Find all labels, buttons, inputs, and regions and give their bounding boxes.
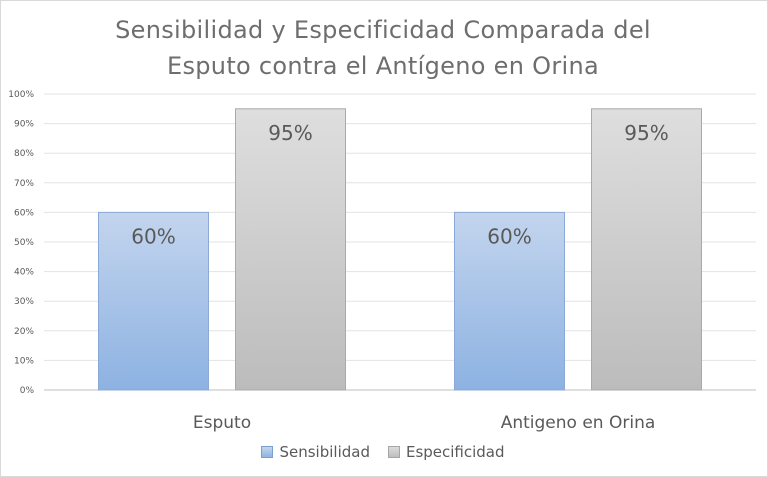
y-tick-label: 80% xyxy=(14,149,34,159)
y-tick-label: 50% xyxy=(14,238,34,248)
data-label: 95% xyxy=(624,121,668,145)
bar-sensibilidad-1 xyxy=(98,211,209,391)
y-tick-label: 30% xyxy=(14,297,34,307)
y-tick-label: 40% xyxy=(14,268,34,278)
data-label: 60% xyxy=(131,224,175,248)
x-axis: Esputo Antigeno en Orina xyxy=(193,413,655,433)
x-tick-label: Antigeno en Orina xyxy=(501,413,656,433)
legend-item-especificidad: Especificidad xyxy=(387,443,505,461)
y-tick-label: 90% xyxy=(14,120,34,130)
legend-item-sensibilidad: Sensibilidad xyxy=(261,443,370,461)
chart-title-line-1: Sensibilidad y Especificidad Comparada d… xyxy=(115,16,651,44)
y-axis: 0% 10% 20% 30% 40% 50% 60% 70% 80% 90% 100% xyxy=(8,90,34,396)
bar-especificidad-1 xyxy=(235,108,346,391)
bars: 60% 95% 60% 95% xyxy=(98,108,702,391)
legend-swatch-sensibilidad xyxy=(261,446,274,458)
y-tick-label: 100% xyxy=(8,90,34,100)
data-label: 60% xyxy=(487,224,531,248)
y-tick-label: 70% xyxy=(14,179,34,189)
x-tick-label: Esputo xyxy=(193,413,251,433)
y-tick-label: 10% xyxy=(14,356,34,366)
chart-title: Sensibilidad y Especificidad Comparada d… xyxy=(0,12,766,84)
chart-title-line-2: Esputo contra el Antígeno en Orina xyxy=(167,52,599,80)
legend: Sensibilidad Especificidad xyxy=(0,443,766,461)
bar-especificidad-2 xyxy=(591,108,702,391)
data-label: 95% xyxy=(268,121,312,145)
bar-sensibilidad-2 xyxy=(454,211,565,391)
y-tick-label: 0% xyxy=(20,386,35,396)
legend-label-sensibilidad: Sensibilidad xyxy=(279,443,370,461)
legend-label-especificidad: Especificidad xyxy=(405,443,505,461)
y-tick-label: 20% xyxy=(14,327,34,337)
y-tick-label: 60% xyxy=(14,208,34,218)
legend-swatch-especificidad xyxy=(387,446,400,458)
